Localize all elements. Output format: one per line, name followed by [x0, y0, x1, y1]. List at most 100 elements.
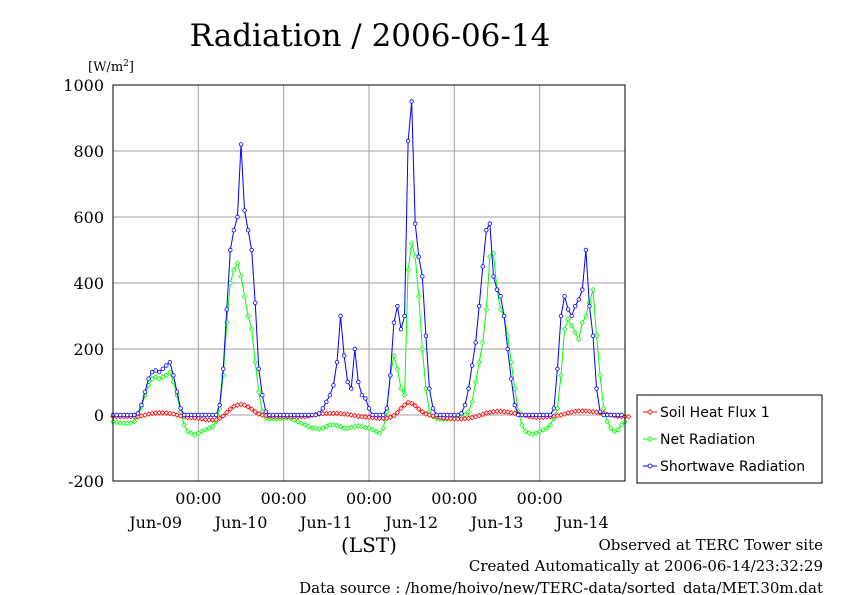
data-point — [206, 425, 212, 431]
data-point — [572, 329, 578, 336]
footer-observed: Observed at TERC Tower site — [598, 536, 823, 554]
data-point — [195, 415, 202, 422]
x-day-label: Jun-14 — [554, 513, 609, 532]
data-point — [611, 428, 618, 435]
data-point — [242, 208, 247, 213]
data-point — [327, 410, 333, 417]
data-point — [344, 411, 351, 418]
data-point — [444, 415, 450, 422]
data-point — [359, 413, 365, 420]
data-point — [437, 412, 443, 418]
y-tick-label: 800 — [73, 142, 104, 161]
data-point — [512, 402, 517, 408]
data-point — [337, 423, 344, 430]
data-point — [615, 412, 621, 418]
y-axis-ticks: 1000 800 600 400 200 0 -200 — [63, 76, 104, 491]
data-point — [472, 379, 479, 385]
data-point — [302, 412, 308, 418]
data-point — [593, 333, 600, 339]
y-unit-label: [W/m2] — [88, 59, 134, 75]
data-point — [252, 359, 258, 365]
data-point — [394, 366, 401, 372]
footer-source: Data source : /home/hoivo/new/TERC-data/… — [299, 579, 823, 595]
data-point — [413, 221, 418, 226]
legend-marker — [647, 463, 653, 469]
data-point — [220, 413, 226, 419]
data-point — [615, 427, 621, 433]
data-point — [252, 408, 258, 415]
data-point — [480, 339, 486, 346]
data-point — [594, 386, 599, 391]
data-point — [216, 415, 223, 422]
data-point — [196, 412, 201, 418]
data-point — [605, 412, 610, 418]
data-point — [416, 254, 421, 259]
data-point — [583, 247, 589, 253]
data-point — [263, 409, 269, 414]
y-tick-label: -200 — [68, 472, 104, 491]
data-point — [306, 412, 311, 418]
data-point — [465, 408, 472, 415]
data-point — [533, 412, 539, 418]
data-point — [331, 383, 336, 388]
data-point — [224, 409, 230, 416]
data-point — [423, 333, 429, 338]
data-point — [416, 406, 422, 412]
x-time-tick-label: 00:00 — [175, 489, 221, 508]
data-point — [199, 428, 205, 435]
data-point — [345, 379, 350, 385]
data-point — [401, 392, 408, 398]
data-point — [135, 411, 141, 416]
data-point — [508, 359, 514, 365]
data-point — [174, 412, 180, 418]
data-point — [590, 286, 596, 293]
data-point — [555, 366, 560, 371]
data-point — [420, 274, 425, 279]
data-point — [497, 408, 504, 415]
data-point — [430, 406, 436, 411]
data-point — [238, 401, 244, 408]
data-point — [164, 363, 169, 368]
data-point — [612, 412, 617, 418]
data-point — [235, 214, 240, 220]
data-point — [441, 412, 446, 418]
data-point — [597, 372, 603, 379]
data-point — [522, 428, 529, 435]
data-point — [387, 414, 394, 421]
data-point — [580, 287, 585, 292]
data-point — [483, 306, 490, 313]
data-point — [341, 411, 347, 417]
data-point — [544, 412, 549, 418]
data-point — [312, 425, 319, 431]
x-time-tick-label: 00:00 — [517, 489, 563, 508]
x-day-label: Jun-11 — [298, 513, 353, 532]
data-point — [398, 385, 404, 392]
data-point — [260, 393, 265, 398]
data-point — [285, 412, 290, 418]
data-point — [466, 386, 471, 391]
data-point — [362, 424, 369, 431]
data-point — [355, 413, 362, 420]
data-point — [327, 422, 333, 428]
data-point — [160, 374, 166, 380]
data-point — [565, 316, 571, 323]
data-point — [562, 294, 567, 299]
data-point — [487, 221, 493, 226]
data-point — [295, 412, 301, 418]
data-point — [338, 313, 343, 319]
data-point — [477, 303, 482, 309]
data-point — [583, 313, 589, 319]
data-point — [320, 425, 326, 431]
data-point — [363, 396, 368, 401]
data-point — [227, 406, 234, 412]
data-point — [160, 366, 165, 371]
data-point — [384, 406, 389, 411]
data-point — [295, 418, 301, 425]
data-point — [341, 425, 347, 431]
data-point — [554, 405, 561, 412]
data-point — [484, 227, 489, 233]
data-point — [149, 375, 155, 382]
y-tick-label: 200 — [73, 340, 104, 359]
series-shortwave-radiation — [110, 99, 624, 418]
x-axis-label: (LST) — [341, 533, 397, 557]
